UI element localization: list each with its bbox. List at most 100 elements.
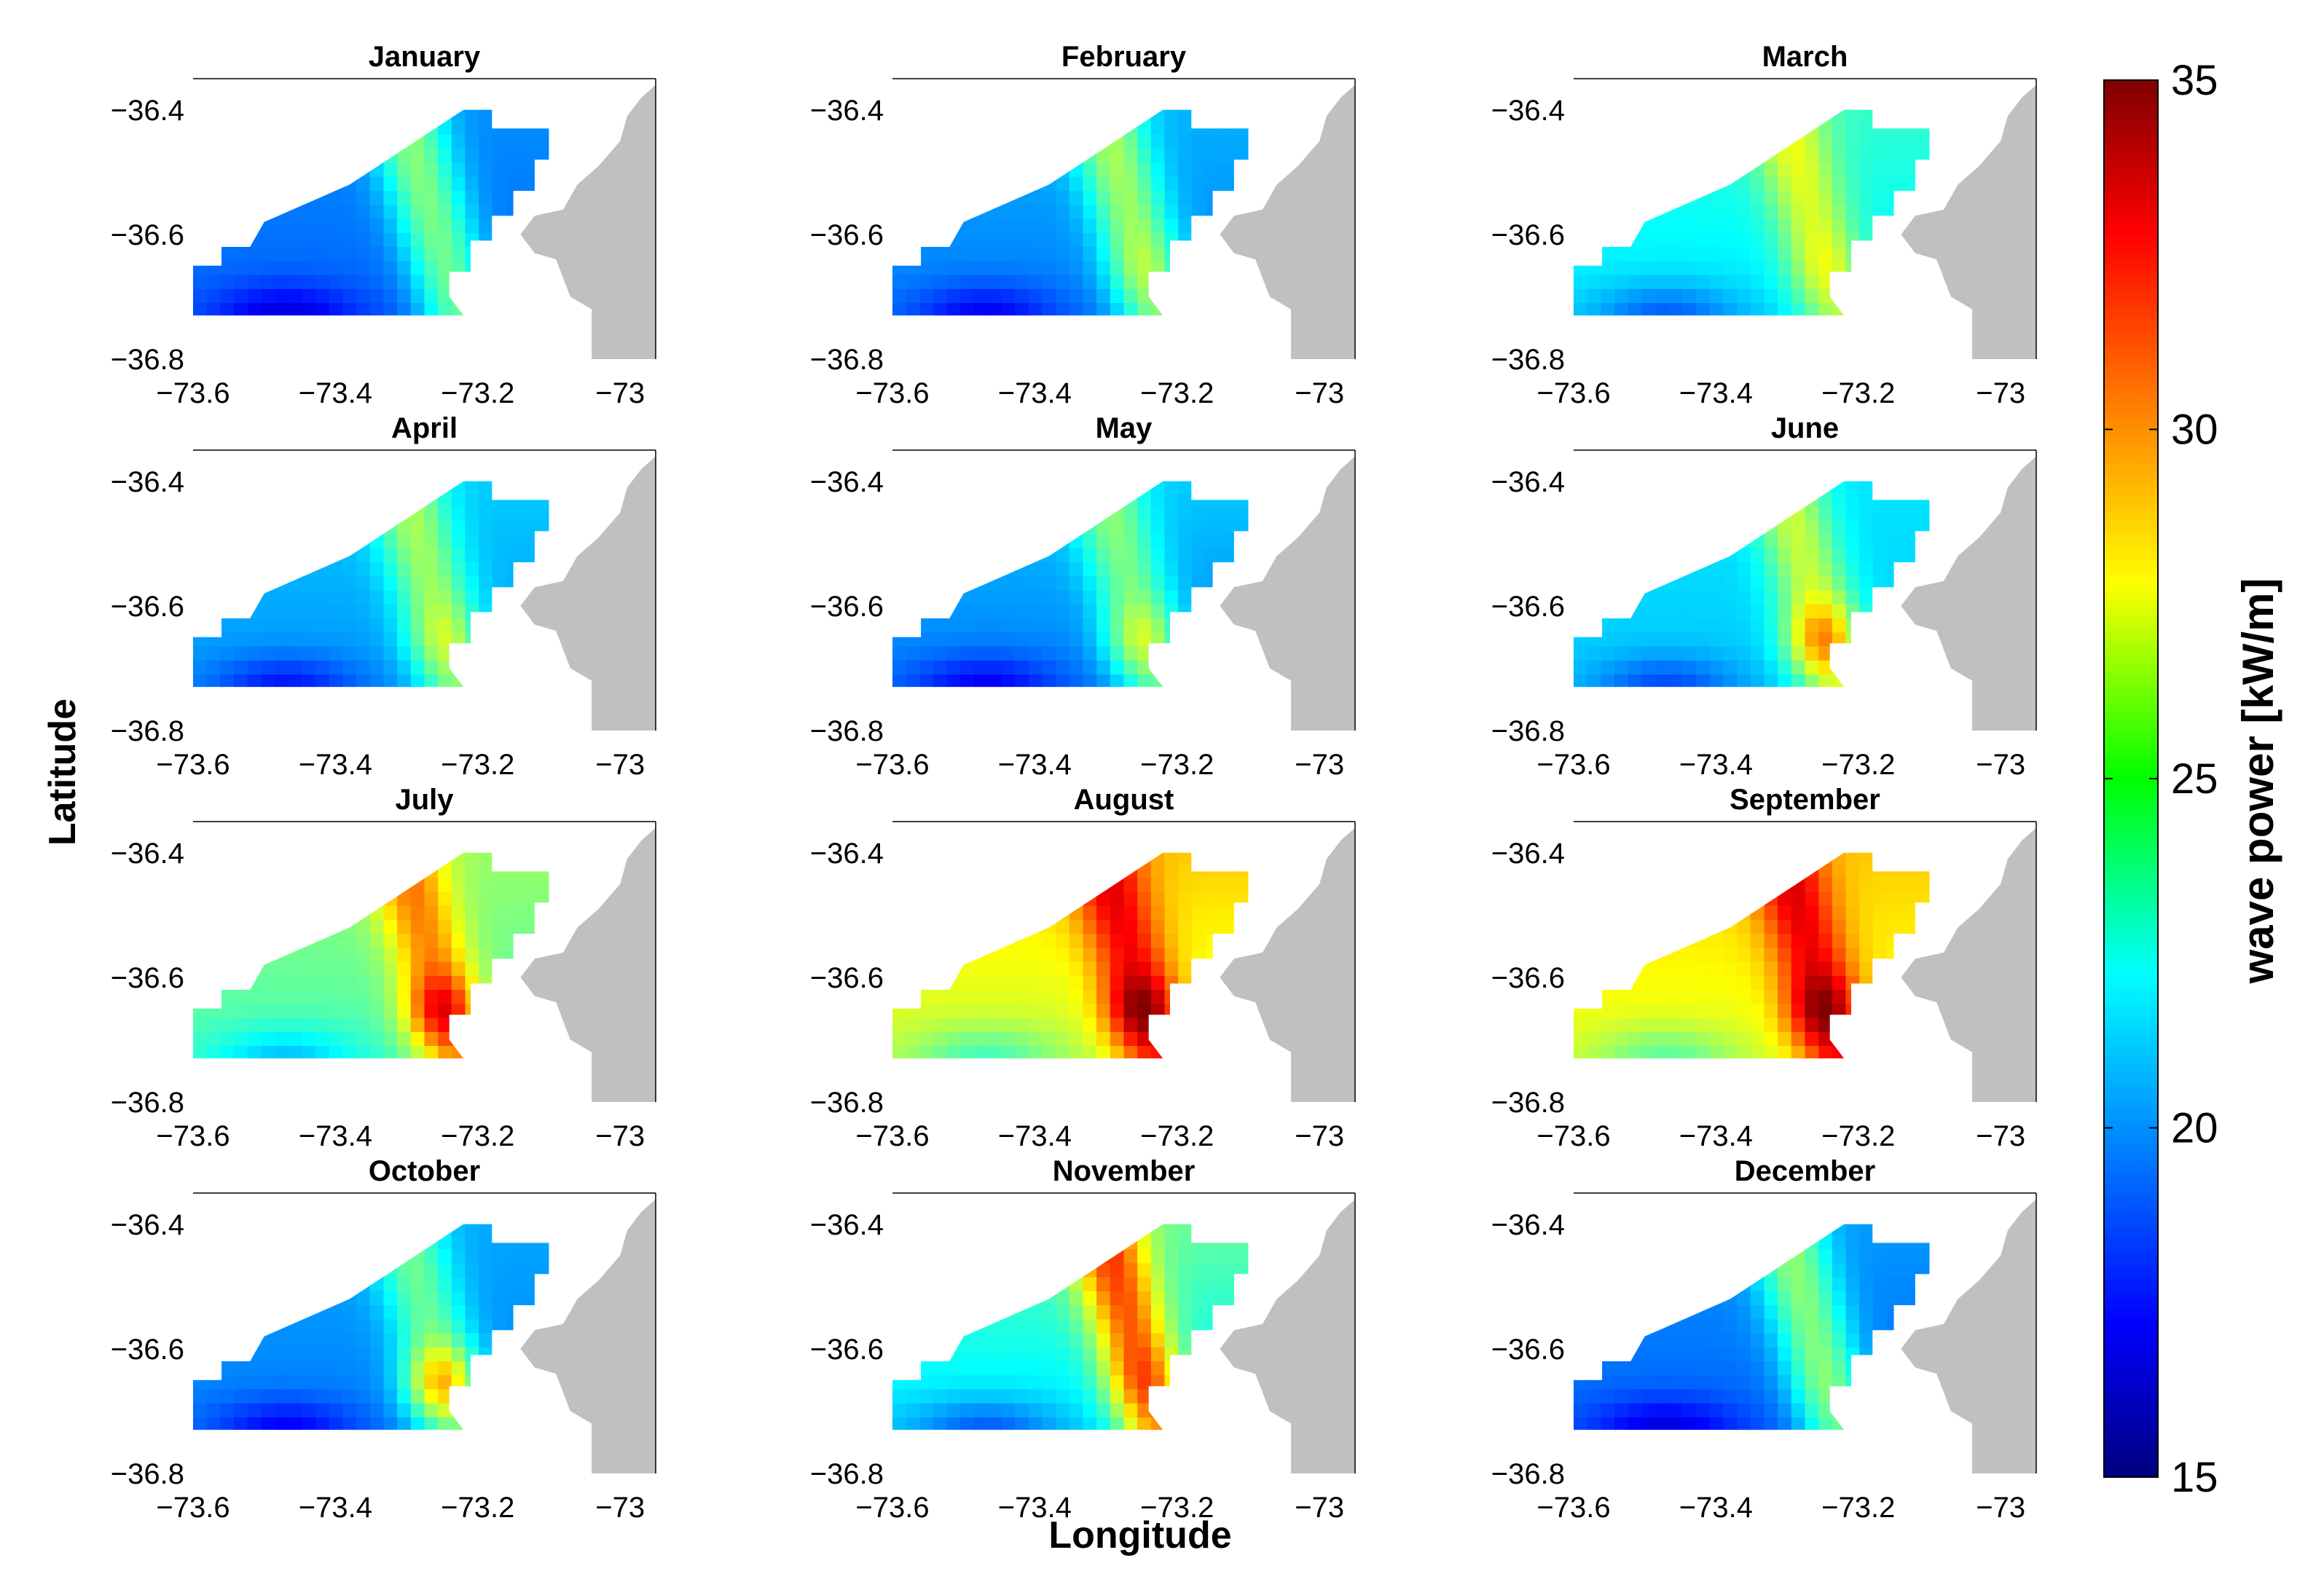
field-cell bbox=[261, 450, 275, 465]
field-cell bbox=[288, 247, 303, 262]
field-cell bbox=[425, 688, 439, 703]
field-cell bbox=[220, 576, 235, 591]
field-cell bbox=[1696, 93, 1711, 107]
field-cell bbox=[1872, 275, 1888, 290]
field-cell bbox=[1682, 717, 1697, 731]
field-cell bbox=[261, 576, 275, 591]
field-cell bbox=[342, 275, 357, 290]
field-cell bbox=[1750, 176, 1765, 192]
field-cell bbox=[452, 703, 466, 717]
field-cell bbox=[329, 674, 344, 688]
field-cell bbox=[1574, 149, 1588, 164]
field-cell bbox=[1941, 535, 1955, 549]
field-cell bbox=[1832, 688, 1847, 703]
field-cell bbox=[1287, 135, 1302, 149]
field-cell bbox=[906, 191, 921, 206]
field-cell bbox=[342, 450, 357, 465]
field-cell bbox=[275, 990, 289, 1005]
field-cell bbox=[1042, 93, 1056, 107]
field-cell bbox=[1614, 135, 1629, 150]
field-cell bbox=[220, 548, 235, 563]
field-cell bbox=[315, 464, 330, 479]
field-cell bbox=[1641, 450, 1656, 465]
field-cell bbox=[560, 79, 575, 93]
field-cell bbox=[1150, 261, 1166, 276]
field-cell bbox=[519, 492, 534, 507]
field-cell bbox=[1042, 109, 1056, 122]
field-cell bbox=[1137, 717, 1152, 731]
field-cell bbox=[329, 93, 344, 107]
field-cell bbox=[1709, 646, 1724, 661]
field-cell bbox=[342, 135, 357, 150]
field-cell bbox=[1151, 703, 1166, 717]
field-cell bbox=[451, 934, 466, 949]
field-cell bbox=[492, 660, 507, 675]
field-cell bbox=[1750, 120, 1765, 135]
field-cell bbox=[1015, 135, 1029, 150]
field-cell bbox=[533, 275, 548, 290]
field-cell bbox=[383, 590, 398, 605]
field-cell bbox=[946, 205, 962, 220]
field-cell bbox=[247, 205, 262, 220]
field-cell bbox=[1696, 703, 1711, 717]
field-cell bbox=[275, 303, 289, 316]
field-cell bbox=[1096, 703, 1111, 717]
field-cell bbox=[424, 590, 439, 605]
field-cell bbox=[1083, 604, 1097, 619]
field-cell bbox=[451, 646, 466, 661]
field-cell bbox=[288, 93, 303, 107]
field-cell bbox=[193, 646, 208, 661]
field-cell bbox=[438, 878, 452, 893]
field-cell bbox=[383, 191, 398, 206]
field-cell bbox=[1205, 205, 1220, 220]
field-cell bbox=[466, 717, 480, 731]
field-cell bbox=[1300, 107, 1315, 122]
field-cell bbox=[1982, 450, 1996, 465]
field-cell bbox=[315, 576, 330, 591]
field-cell bbox=[1178, 520, 1193, 535]
field-cell bbox=[1164, 232, 1179, 248]
field-cell bbox=[1574, 232, 1588, 248]
field-cell bbox=[919, 450, 934, 465]
field-cell bbox=[1042, 79, 1056, 93]
field-cell bbox=[370, 317, 385, 331]
field-cell bbox=[451, 618, 466, 634]
field-cell bbox=[356, 450, 371, 465]
field-cell bbox=[1710, 717, 1724, 731]
field-cell bbox=[1900, 660, 1915, 675]
field-cell bbox=[1273, 149, 1288, 163]
field-cell bbox=[533, 548, 548, 563]
field-cell bbox=[1968, 107, 1983, 122]
field-cell bbox=[1846, 464, 1861, 479]
field-cell bbox=[1260, 163, 1274, 178]
field-cell bbox=[506, 618, 521, 634]
field-cell bbox=[919, 1031, 934, 1047]
field-cell bbox=[220, 632, 235, 648]
field-cell bbox=[1655, 331, 1670, 346]
field-cell bbox=[1723, 562, 1738, 578]
field-cell bbox=[988, 688, 1002, 703]
field-cell bbox=[1233, 464, 1247, 479]
field-cell bbox=[356, 852, 371, 865]
field-cell bbox=[974, 1060, 989, 1074]
field-cell bbox=[1587, 109, 1602, 122]
field-cell bbox=[220, 961, 235, 977]
field-cell bbox=[1124, 345, 1139, 360]
field-cell bbox=[933, 176, 948, 192]
field-cell bbox=[1641, 604, 1656, 619]
field-cell bbox=[425, 703, 439, 717]
x-tick-label: −73 bbox=[1295, 749, 1344, 781]
field-cell bbox=[275, 120, 289, 135]
field-cell bbox=[465, 852, 479, 865]
field-cell bbox=[1778, 149, 1792, 164]
field-cell bbox=[342, 548, 357, 563]
field-cell bbox=[1941, 303, 1955, 318]
field-cell bbox=[234, 247, 248, 262]
field-cell bbox=[1150, 520, 1166, 535]
field-cell bbox=[1900, 149, 1915, 164]
field-cell bbox=[1968, 464, 1983, 479]
field-cell bbox=[1887, 717, 1901, 731]
field-cell bbox=[960, 232, 975, 248]
field-cell bbox=[960, 674, 975, 688]
field-cell bbox=[1233, 703, 1247, 717]
